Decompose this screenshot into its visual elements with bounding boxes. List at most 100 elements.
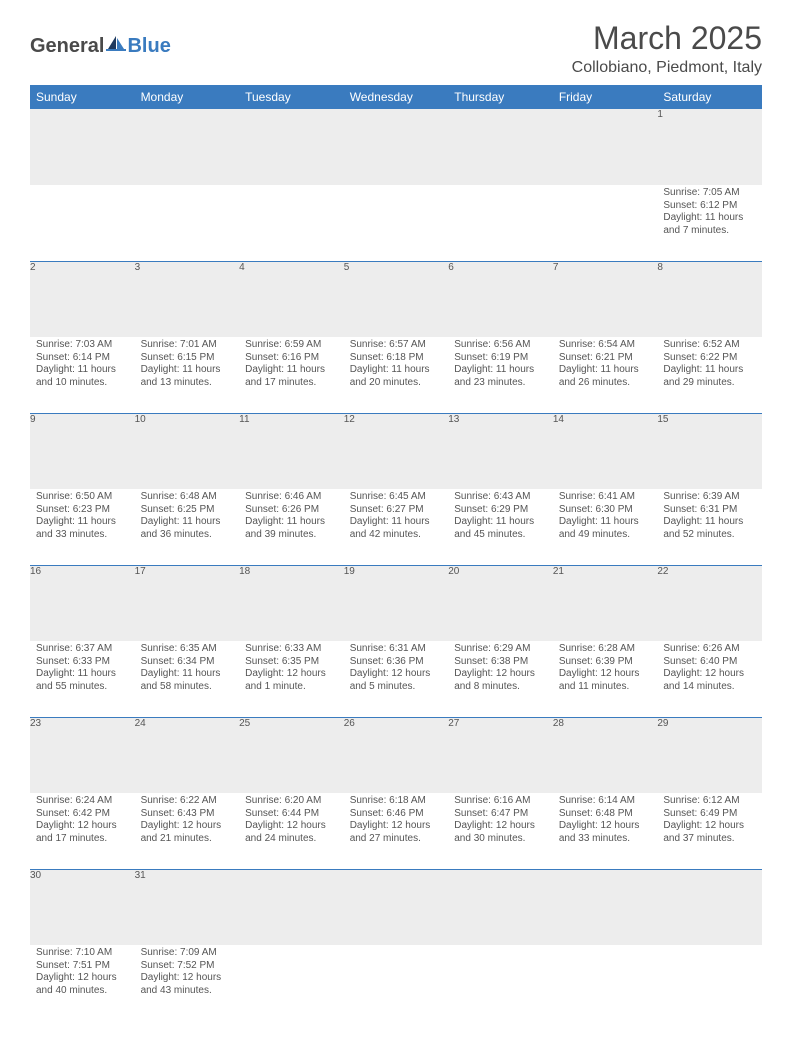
day-content-cell: Sunrise: 6:18 AMSunset: 6:46 PMDaylight:… [344,793,449,869]
day-number-cell: 5 [344,261,449,337]
daylight-line: Daylight: 12 hours and 24 minutes. [245,820,338,845]
day-number-cell: 11 [239,413,344,489]
weekday-header: Saturday [657,85,762,109]
day-number-cell: 9 [30,413,135,489]
sunrise-line: Sunrise: 6:22 AM [141,795,234,808]
day-number-cell: 17 [135,565,240,641]
sunrise-line: Sunrise: 6:45 AM [350,491,443,504]
day-number-cell: 10 [135,413,240,489]
day-content-cell [553,945,658,1021]
sunrise-line: Sunrise: 6:33 AM [245,643,338,656]
day-content-cell [30,185,135,261]
sunset-line: Sunset: 6:16 PM [245,352,338,365]
daylight-line: Daylight: 11 hours and 26 minutes. [559,364,652,389]
day-number-cell: 30 [30,869,135,945]
daylight-line: Daylight: 12 hours and 8 minutes. [454,668,547,693]
sunset-line: Sunset: 6:30 PM [559,504,652,517]
daylight-line: Daylight: 11 hours and 20 minutes. [350,364,443,389]
sunrise-line: Sunrise: 6:56 AM [454,339,547,352]
daylight-line: Daylight: 12 hours and 14 minutes. [663,668,756,693]
sunset-line: Sunset: 6:36 PM [350,656,443,669]
day-number-cell [448,109,553,185]
day-content-cell: Sunrise: 6:59 AMSunset: 6:16 PMDaylight:… [239,337,344,413]
title-block: March 2025 Collobiano, Piedmont, Italy [572,20,762,77]
weekday-header: Thursday [448,85,553,109]
day-number-cell: 24 [135,717,240,793]
sunrise-line: Sunrise: 6:39 AM [663,491,756,504]
sunrise-line: Sunrise: 7:10 AM [36,947,129,960]
day-content-cell [239,945,344,1021]
day-content-cell: Sunrise: 6:41 AMSunset: 6:30 PMDaylight:… [553,489,658,565]
day-number-cell: 13 [448,413,553,489]
sunrise-line: Sunrise: 6:59 AM [245,339,338,352]
day-number-row: 3031 [30,869,762,945]
sunrise-line: Sunrise: 6:46 AM [245,491,338,504]
sunrise-line: Sunrise: 6:54 AM [559,339,652,352]
day-content-cell: Sunrise: 6:14 AMSunset: 6:48 PMDaylight:… [553,793,658,869]
sunrise-line: Sunrise: 7:05 AM [663,187,756,200]
day-number-cell [135,109,240,185]
sunrise-line: Sunrise: 6:26 AM [663,643,756,656]
sunset-line: Sunset: 6:44 PM [245,808,338,821]
day-content-cell: Sunrise: 6:29 AMSunset: 6:38 PMDaylight:… [448,641,553,717]
day-number-cell: 3 [135,261,240,337]
day-number-cell: 16 [30,565,135,641]
daylight-line: Daylight: 12 hours and 40 minutes. [36,972,129,997]
day-number-cell [30,109,135,185]
day-number-cell: 2 [30,261,135,337]
day-number-cell [344,109,449,185]
day-number-cell: 7 [553,261,658,337]
day-content-row: Sunrise: 7:05 AMSunset: 6:12 PMDaylight:… [30,185,762,261]
sunset-line: Sunset: 6:46 PM [350,808,443,821]
day-number-cell: 4 [239,261,344,337]
daylight-line: Daylight: 12 hours and 27 minutes. [350,820,443,845]
sunrise-line: Sunrise: 6:37 AM [36,643,129,656]
weekday-header: Friday [553,85,658,109]
day-number-cell: 25 [239,717,344,793]
sunset-line: Sunset: 6:25 PM [141,504,234,517]
day-content-cell: Sunrise: 6:20 AMSunset: 6:44 PMDaylight:… [239,793,344,869]
day-number-cell: 6 [448,261,553,337]
day-number-cell [344,869,449,945]
sunset-line: Sunset: 6:43 PM [141,808,234,821]
sunset-line: Sunset: 6:23 PM [36,504,129,517]
day-content-cell: Sunrise: 6:48 AMSunset: 6:25 PMDaylight:… [135,489,240,565]
day-number-cell [657,869,762,945]
day-content-cell [239,185,344,261]
weekday-header: Tuesday [239,85,344,109]
sunset-line: Sunset: 6:21 PM [559,352,652,365]
day-number-cell [553,869,658,945]
day-content-row: Sunrise: 7:10 AMSunset: 7:51 PMDaylight:… [30,945,762,1021]
sunset-line: Sunset: 6:15 PM [141,352,234,365]
day-number-cell: 18 [239,565,344,641]
sunset-line: Sunset: 6:33 PM [36,656,129,669]
day-number-cell [239,869,344,945]
sunrise-line: Sunrise: 7:09 AM [141,947,234,960]
day-content-row: Sunrise: 6:50 AMSunset: 6:23 PMDaylight:… [30,489,762,565]
day-content-cell: Sunrise: 6:24 AMSunset: 6:42 PMDaylight:… [30,793,135,869]
daylight-line: Daylight: 11 hours and 49 minutes. [559,516,652,541]
day-content-cell: Sunrise: 6:26 AMSunset: 6:40 PMDaylight:… [657,641,762,717]
daylight-line: Daylight: 12 hours and 37 minutes. [663,820,756,845]
daylight-line: Daylight: 12 hours and 1 minute. [245,668,338,693]
sunrise-line: Sunrise: 6:48 AM [141,491,234,504]
sunrise-line: Sunrise: 7:01 AM [141,339,234,352]
day-number-row: 16171819202122 [30,565,762,641]
day-number-cell: 22 [657,565,762,641]
daylight-line: Daylight: 12 hours and 30 minutes. [454,820,547,845]
day-content-cell [553,185,658,261]
sunrise-line: Sunrise: 6:12 AM [663,795,756,808]
daylight-line: Daylight: 12 hours and 5 minutes. [350,668,443,693]
day-number-cell: 19 [344,565,449,641]
day-content-cell: Sunrise: 6:56 AMSunset: 6:19 PMDaylight:… [448,337,553,413]
weekday-header-row: SundayMondayTuesdayWednesdayThursdayFrid… [30,85,762,109]
sunset-line: Sunset: 6:12 PM [663,200,756,213]
sunrise-line: Sunrise: 6:28 AM [559,643,652,656]
day-content-cell [448,945,553,1021]
daylight-line: Daylight: 12 hours and 11 minutes. [559,668,652,693]
day-content-cell [448,185,553,261]
day-number-row: 23242526272829 [30,717,762,793]
sunrise-line: Sunrise: 6:16 AM [454,795,547,808]
day-number-row: 2345678 [30,261,762,337]
day-content-cell: Sunrise: 6:31 AMSunset: 6:36 PMDaylight:… [344,641,449,717]
